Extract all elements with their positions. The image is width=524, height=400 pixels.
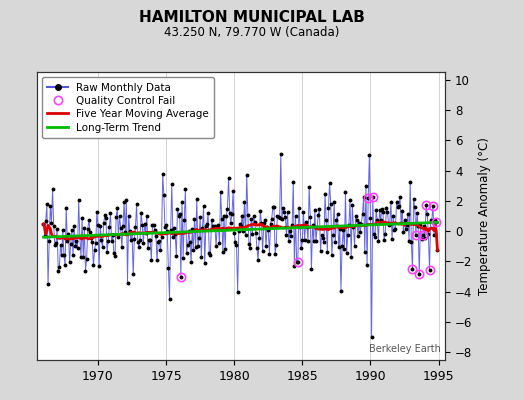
- Text: HAMILTON MUNICIPAL LAB: HAMILTON MUNICIPAL LAB: [138, 10, 365, 25]
- Y-axis label: Temperature Anomaly (°C): Temperature Anomaly (°C): [478, 137, 491, 295]
- Text: 43.250 N, 79.770 W (Canada): 43.250 N, 79.770 W (Canada): [164, 26, 339, 39]
- Legend: Raw Monthly Data, Quality Control Fail, Five Year Moving Average, Long-Term Tren: Raw Monthly Data, Quality Control Fail, …: [42, 77, 214, 138]
- Text: Berkeley Earth: Berkeley Earth: [369, 344, 441, 354]
